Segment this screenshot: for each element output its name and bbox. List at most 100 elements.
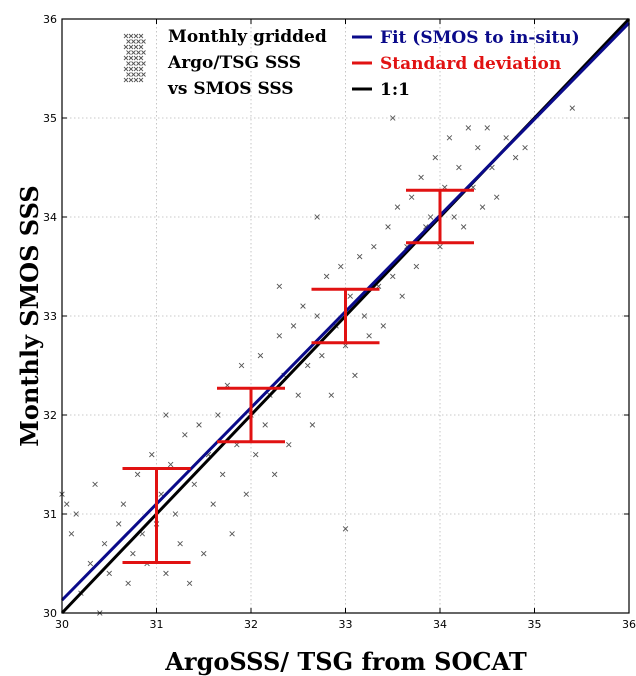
x-tick-label: 30 <box>55 618 69 631</box>
x-tick-label: 35 <box>528 618 542 631</box>
data-point <box>276 333 283 339</box>
marker-stroke <box>126 72 131 77</box>
data-point <box>356 253 363 260</box>
marker-stroke <box>338 263 344 270</box>
marker-stroke <box>371 243 377 250</box>
marker-stroke <box>290 323 297 329</box>
legend-scatter-line-3: vs SMOS SSS <box>167 79 294 99</box>
legend-scatter-marker <box>123 77 129 83</box>
marker-stroke <box>238 362 245 369</box>
data-point <box>262 422 268 428</box>
data-point <box>210 501 216 507</box>
marker-stroke <box>196 422 202 428</box>
legend-scatter-marker <box>133 33 139 39</box>
legend-fit-label: Fit (SMOS to in-situ) <box>380 28 580 48</box>
legend-scatter-marker <box>138 33 144 39</box>
data-point <box>503 135 509 141</box>
legend-scatter-marker <box>133 77 139 83</box>
data-point <box>106 570 112 577</box>
data-point <box>243 491 249 497</box>
marker-stroke <box>92 481 98 488</box>
data-point <box>64 501 70 507</box>
y-tick-label: 33 <box>43 310 57 323</box>
marker-stroke <box>131 39 136 44</box>
data-point <box>271 471 278 478</box>
marker-stroke <box>493 194 500 200</box>
marker-stroke <box>141 72 146 77</box>
marker-stroke <box>138 33 144 39</box>
data-point <box>201 550 207 557</box>
data-point <box>569 105 576 111</box>
legend-scatter-marker <box>138 66 144 72</box>
legend-scatter-marker <box>136 50 141 55</box>
data-point <box>319 352 325 359</box>
marker-stroke <box>101 540 108 547</box>
data-point <box>418 174 424 181</box>
marker-stroke <box>479 204 486 210</box>
marker-stroke <box>131 50 136 55</box>
marker-stroke <box>123 55 129 61</box>
legend-scatter-marker <box>141 72 146 77</box>
marker-stroke <box>136 50 141 55</box>
data-point <box>493 194 500 200</box>
data-point <box>432 154 438 161</box>
legend-scatter-marker <box>128 66 134 72</box>
marker-stroke <box>201 550 207 557</box>
data-point <box>125 580 131 587</box>
legend-std-label: Standard deviation <box>380 54 561 74</box>
marker-stroke <box>475 144 481 151</box>
marker-stroke <box>413 263 420 270</box>
marker-stroke <box>512 154 519 161</box>
legend-scatter-marker <box>136 72 141 77</box>
marker-stroke <box>126 61 131 66</box>
data-point <box>257 352 264 359</box>
y-tick-label: 35 <box>43 112 57 125</box>
legend-scatter-marker <box>131 39 136 44</box>
data-point <box>465 125 472 131</box>
marker-stroke <box>451 214 457 220</box>
marker-stroke <box>314 214 320 220</box>
marker-stroke <box>408 194 415 200</box>
data-point <box>347 293 353 299</box>
marker-stroke <box>276 283 283 290</box>
marker-stroke <box>460 224 467 230</box>
legend-scatter-marker <box>141 61 146 66</box>
marker-stroke <box>390 115 396 121</box>
legend-scatter-marker <box>138 77 144 83</box>
marker-stroke <box>276 333 283 339</box>
marker-stroke <box>73 511 79 517</box>
y-tick-label: 36 <box>43 13 57 26</box>
marker-stroke <box>522 144 528 151</box>
marker-stroke <box>503 135 509 141</box>
marker-stroke <box>133 77 139 83</box>
y-tick-label: 30 <box>43 607 57 620</box>
marker-stroke <box>131 61 136 66</box>
marker-stroke <box>134 471 141 478</box>
marker-stroke <box>253 451 259 458</box>
data-point <box>120 501 127 507</box>
data-point <box>385 224 391 230</box>
marker-stroke <box>215 412 221 418</box>
data-point <box>394 204 401 210</box>
legend-scatter-marker <box>128 33 134 39</box>
marker-stroke <box>177 540 183 547</box>
legend-scatter-marker <box>128 77 134 83</box>
data-point <box>366 333 372 339</box>
data-point <box>413 263 420 270</box>
data-point <box>427 214 434 220</box>
marker-stroke <box>352 372 358 379</box>
marker-stroke <box>163 412 169 418</box>
marker-stroke <box>125 580 131 587</box>
marker-stroke <box>128 77 134 83</box>
marker-stroke <box>319 352 325 359</box>
data-point <box>68 531 75 537</box>
data-point <box>437 243 443 250</box>
marker-stroke <box>304 362 311 369</box>
marker-stroke <box>136 39 141 44</box>
legend-scatter-marker <box>126 61 131 66</box>
data-point <box>295 392 301 398</box>
data-point <box>338 263 344 270</box>
x-tick-label: 31 <box>150 618 164 631</box>
legend-scatter-swatch <box>123 33 146 83</box>
legend-scatter-marker <box>133 55 139 61</box>
